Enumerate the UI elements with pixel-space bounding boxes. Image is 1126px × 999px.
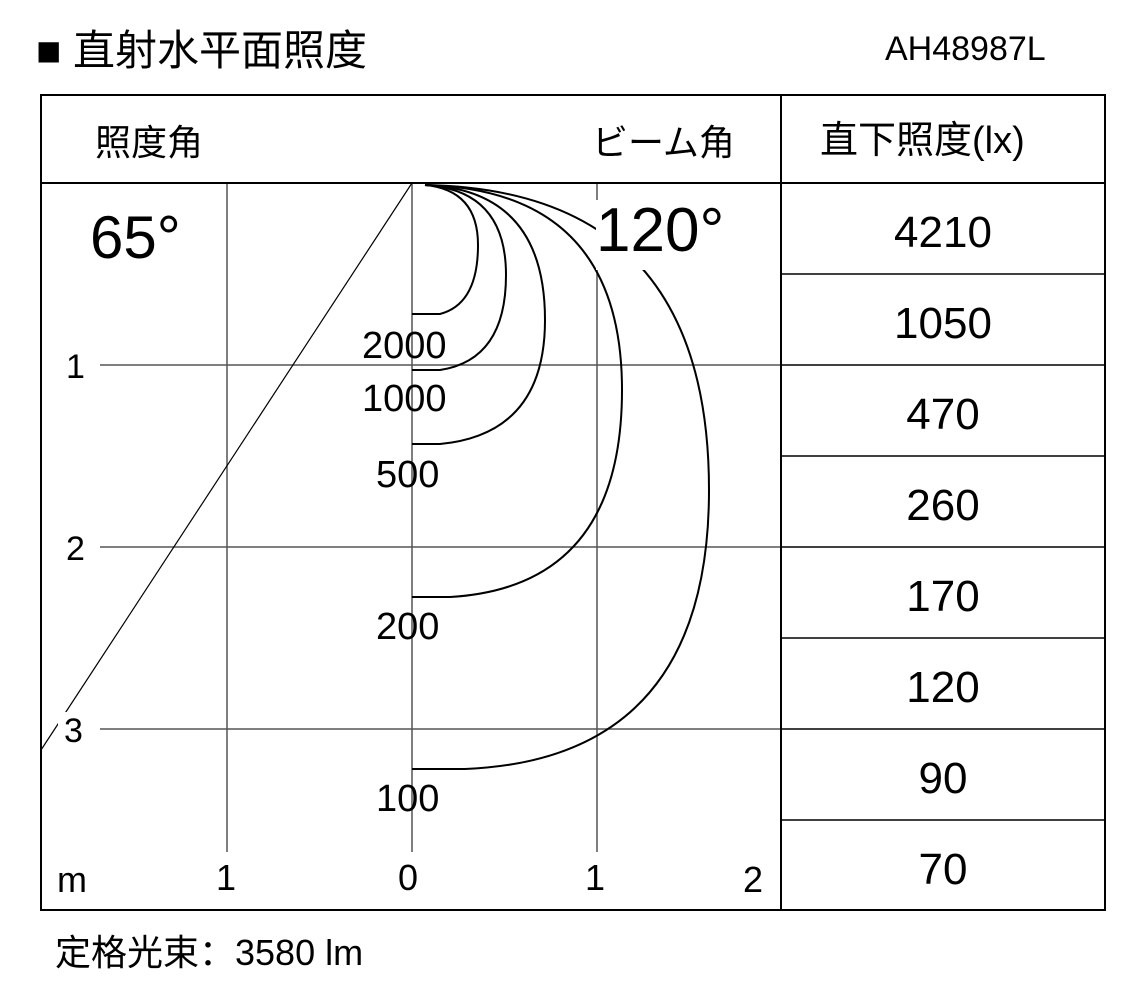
contour-label-100: 100	[376, 778, 440, 820]
x-tick-2: 2	[743, 859, 764, 900]
nadir-value: 170	[906, 572, 980, 621]
contour-1000	[412, 184, 508, 371]
nadir-value: 4210	[894, 208, 992, 257]
contour-label-500: 500	[376, 454, 440, 496]
grid	[100, 183, 781, 852]
nadir-value: 90	[918, 754, 968, 803]
nadir-value: 70	[918, 845, 968, 894]
beam-angle-value: 120°	[596, 200, 725, 270]
contour-2000	[412, 184, 480, 315]
contour-100	[412, 184, 711, 770]
y-tick-2: 2	[62, 532, 89, 566]
x-tick-1-left: 1	[216, 857, 237, 898]
spread-angle-label: 照度角	[95, 122, 204, 163]
unit-label: m	[57, 859, 87, 900]
contour-label-200: 200	[376, 606, 440, 648]
nadir-value: 260	[906, 481, 980, 530]
nadir-value: 120	[906, 663, 980, 712]
x-tick-0: 0	[398, 857, 419, 898]
rated-luminous-flux: 定格光束：3580 lm	[55, 932, 364, 973]
contour-label-2000: 2000	[362, 325, 447, 367]
spread-angle-line	[40, 182, 413, 751]
y-tick-1: 1	[62, 350, 89, 384]
page-title: ■ 直射水平面照度	[36, 27, 368, 74]
nadir-illuminance-label: 直下照度(lx)	[820, 120, 1025, 162]
y-tick-3: 3	[58, 712, 89, 750]
nadir-value: 1050	[894, 299, 992, 348]
contour-200	[412, 184, 624, 598]
table-frame	[40, 94, 1106, 911]
nadir-value: 470	[906, 390, 980, 439]
contour-label-1000: 1000	[362, 378, 447, 420]
spread-angle-value: 65°	[90, 204, 181, 271]
model-number: AH48987L	[885, 30, 1046, 68]
contour-500	[412, 184, 547, 445]
beam-angle-label: ビーム角	[592, 122, 735, 163]
x-tick-1-right: 1	[585, 857, 606, 898]
